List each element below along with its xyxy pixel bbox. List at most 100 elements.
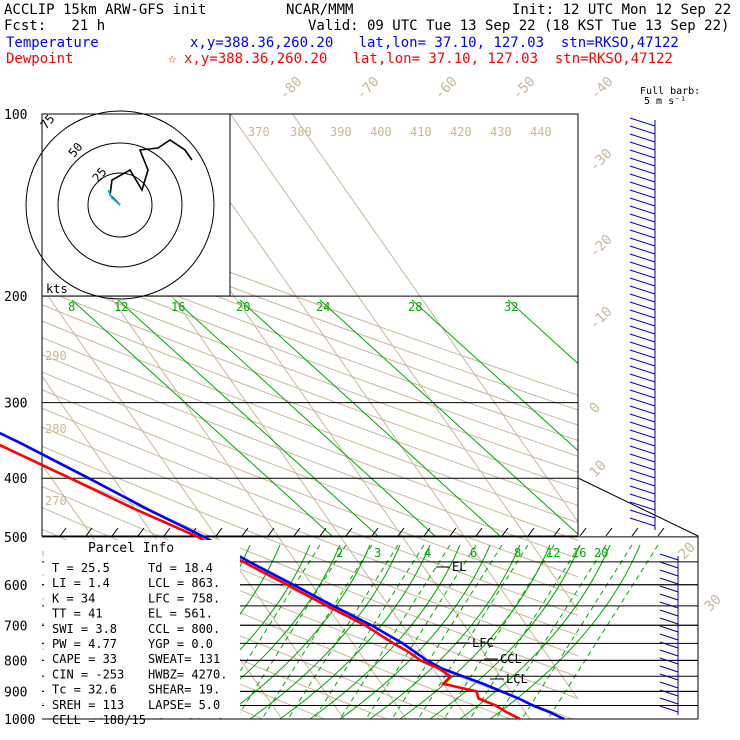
hodograph-units: kts	[46, 282, 68, 296]
hatch-mark	[449, 527, 457, 537]
mixing-ratio-label: 20	[236, 300, 250, 314]
moist-adiabat-line	[459, 544, 611, 719]
mixing-ratio-dashed-line	[547, 544, 659, 719]
pressure-label: 600	[4, 579, 27, 594]
wind-barb	[659, 633, 679, 641]
temperature-curve	[0, 431, 565, 721]
theta-label: 440	[530, 125, 552, 139]
isotherm-label: 20	[676, 540, 699, 563]
mixing-ratio-dashed-line	[313, 544, 425, 719]
parcel-info-title: Parcel Info	[88, 541, 174, 556]
wind-barb	[659, 569, 679, 577]
dewpoint-curve	[0, 443, 521, 721]
mixing-ratio-label: 16	[572, 546, 586, 560]
isotherm-label: -60	[432, 74, 461, 103]
hodograph-trace	[109, 139, 193, 206]
hodograph-frame	[41, 113, 231, 297]
mixing-ratio-dashed-line	[443, 544, 555, 719]
isotherm-label: -70	[354, 74, 383, 103]
theta-label: 420	[450, 125, 472, 139]
mixing-ratio-dashed-line	[417, 544, 529, 719]
wind-barb	[659, 577, 679, 585]
wind-barb	[629, 245, 656, 255]
wind-barb	[629, 309, 656, 319]
wind-barb	[629, 285, 656, 295]
mixing-ratio-label: 3	[374, 546, 381, 560]
wind-barb	[659, 689, 679, 697]
wind-barb	[629, 485, 656, 495]
mixing-ratio-label: 16	[171, 300, 185, 314]
wind-barb	[629, 373, 656, 383]
hatch-mark	[59, 527, 67, 537]
pressure-label: 700	[4, 619, 27, 634]
parcel-level-label: CCL	[500, 652, 522, 666]
wind-barb	[629, 261, 656, 271]
mixing-ratio-line	[319, 299, 578, 535]
theta-label: 430	[490, 125, 512, 139]
parcel-info-right: LAPSE= 5.0	[148, 698, 220, 712]
wind-barb	[629, 349, 656, 359]
dry-adiabat-line	[42, 337, 578, 541]
wind-barb	[659, 585, 679, 593]
mixing-ratio-label: 24	[316, 300, 330, 314]
mixing-ratio-dashed-line	[495, 544, 607, 719]
hatch-mark	[267, 527, 275, 537]
center-label: NCAR/MMM	[286, 2, 354, 18]
wind-barb	[629, 437, 656, 447]
isotherm-line	[292, 114, 578, 523]
wind-barb	[629, 269, 656, 279]
parcel-info-left: K = 34	[52, 591, 95, 605]
mixing-ratio-label: 12	[114, 300, 128, 314]
isotherm-label: 10	[587, 458, 610, 481]
wind-barb	[659, 705, 679, 713]
hatch-mark	[657, 527, 665, 537]
theta-label: 390	[330, 125, 352, 139]
wind-barb	[629, 165, 656, 175]
parcel-info-left: CELL = 188/15	[52, 713, 146, 727]
mixing-ratio-dashed-line	[235, 544, 347, 719]
wind-barb	[629, 205, 656, 215]
hodograph-ring	[87, 172, 153, 238]
parcel-info-right: LCL = 863.	[148, 576, 220, 590]
hatch-mark	[241, 527, 249, 537]
parcel-info-right: YGP = 0.0	[148, 637, 213, 651]
wind-barb	[629, 421, 656, 431]
wind-barb	[629, 493, 656, 503]
parcel-info-right: LFC = 758.	[148, 591, 220, 605]
mixing-ratio-label: 6	[470, 546, 477, 560]
pressure-label: 200	[4, 290, 27, 305]
wind-barb	[629, 469, 656, 479]
isotherm-line	[230, 114, 578, 612]
wind-barb	[629, 141, 656, 151]
wind-barb	[659, 665, 679, 673]
parcel-info-right: Td = 18.4	[148, 561, 213, 575]
wind-barb	[659, 609, 679, 617]
dewpoint-location: x,y=388.36,260.20 lat,lon= 37.10, 127.03…	[184, 51, 673, 67]
hatch-mark	[371, 527, 379, 537]
parcel-info-left: CAPE = 33	[52, 652, 117, 666]
hatch-mark	[605, 527, 613, 537]
mixing-ratio-label: 20	[594, 546, 608, 560]
forecast-hour: Fcst: 21 h	[4, 18, 106, 34]
mixing-ratio-label: 8	[68, 300, 75, 314]
wind-barb	[629, 413, 656, 423]
hodograph-ring	[25, 110, 215, 300]
mixing-ratio-line	[71, 299, 333, 537]
mixing-ratio-label: 32	[504, 300, 518, 314]
wind-barb	[659, 593, 679, 601]
mixing-ratio-label: 8	[514, 546, 521, 560]
moist-adiabat-line	[369, 544, 521, 719]
parcel-info-right: HWBZ= 4270.	[148, 667, 227, 681]
wind-barb	[629, 365, 656, 375]
mixing-ratio-line	[117, 299, 379, 537]
theta-label: 270	[45, 494, 67, 508]
mixing-ratio-dashed-line	[521, 544, 633, 719]
theta-label: 280	[45, 422, 67, 436]
pressure-label: 800	[4, 654, 27, 669]
wind-barb	[659, 649, 679, 657]
wind-barb	[659, 657, 679, 665]
hatch-mark	[631, 527, 639, 537]
dry-adiabat-line	[42, 272, 578, 473]
wind-barb	[629, 325, 656, 335]
